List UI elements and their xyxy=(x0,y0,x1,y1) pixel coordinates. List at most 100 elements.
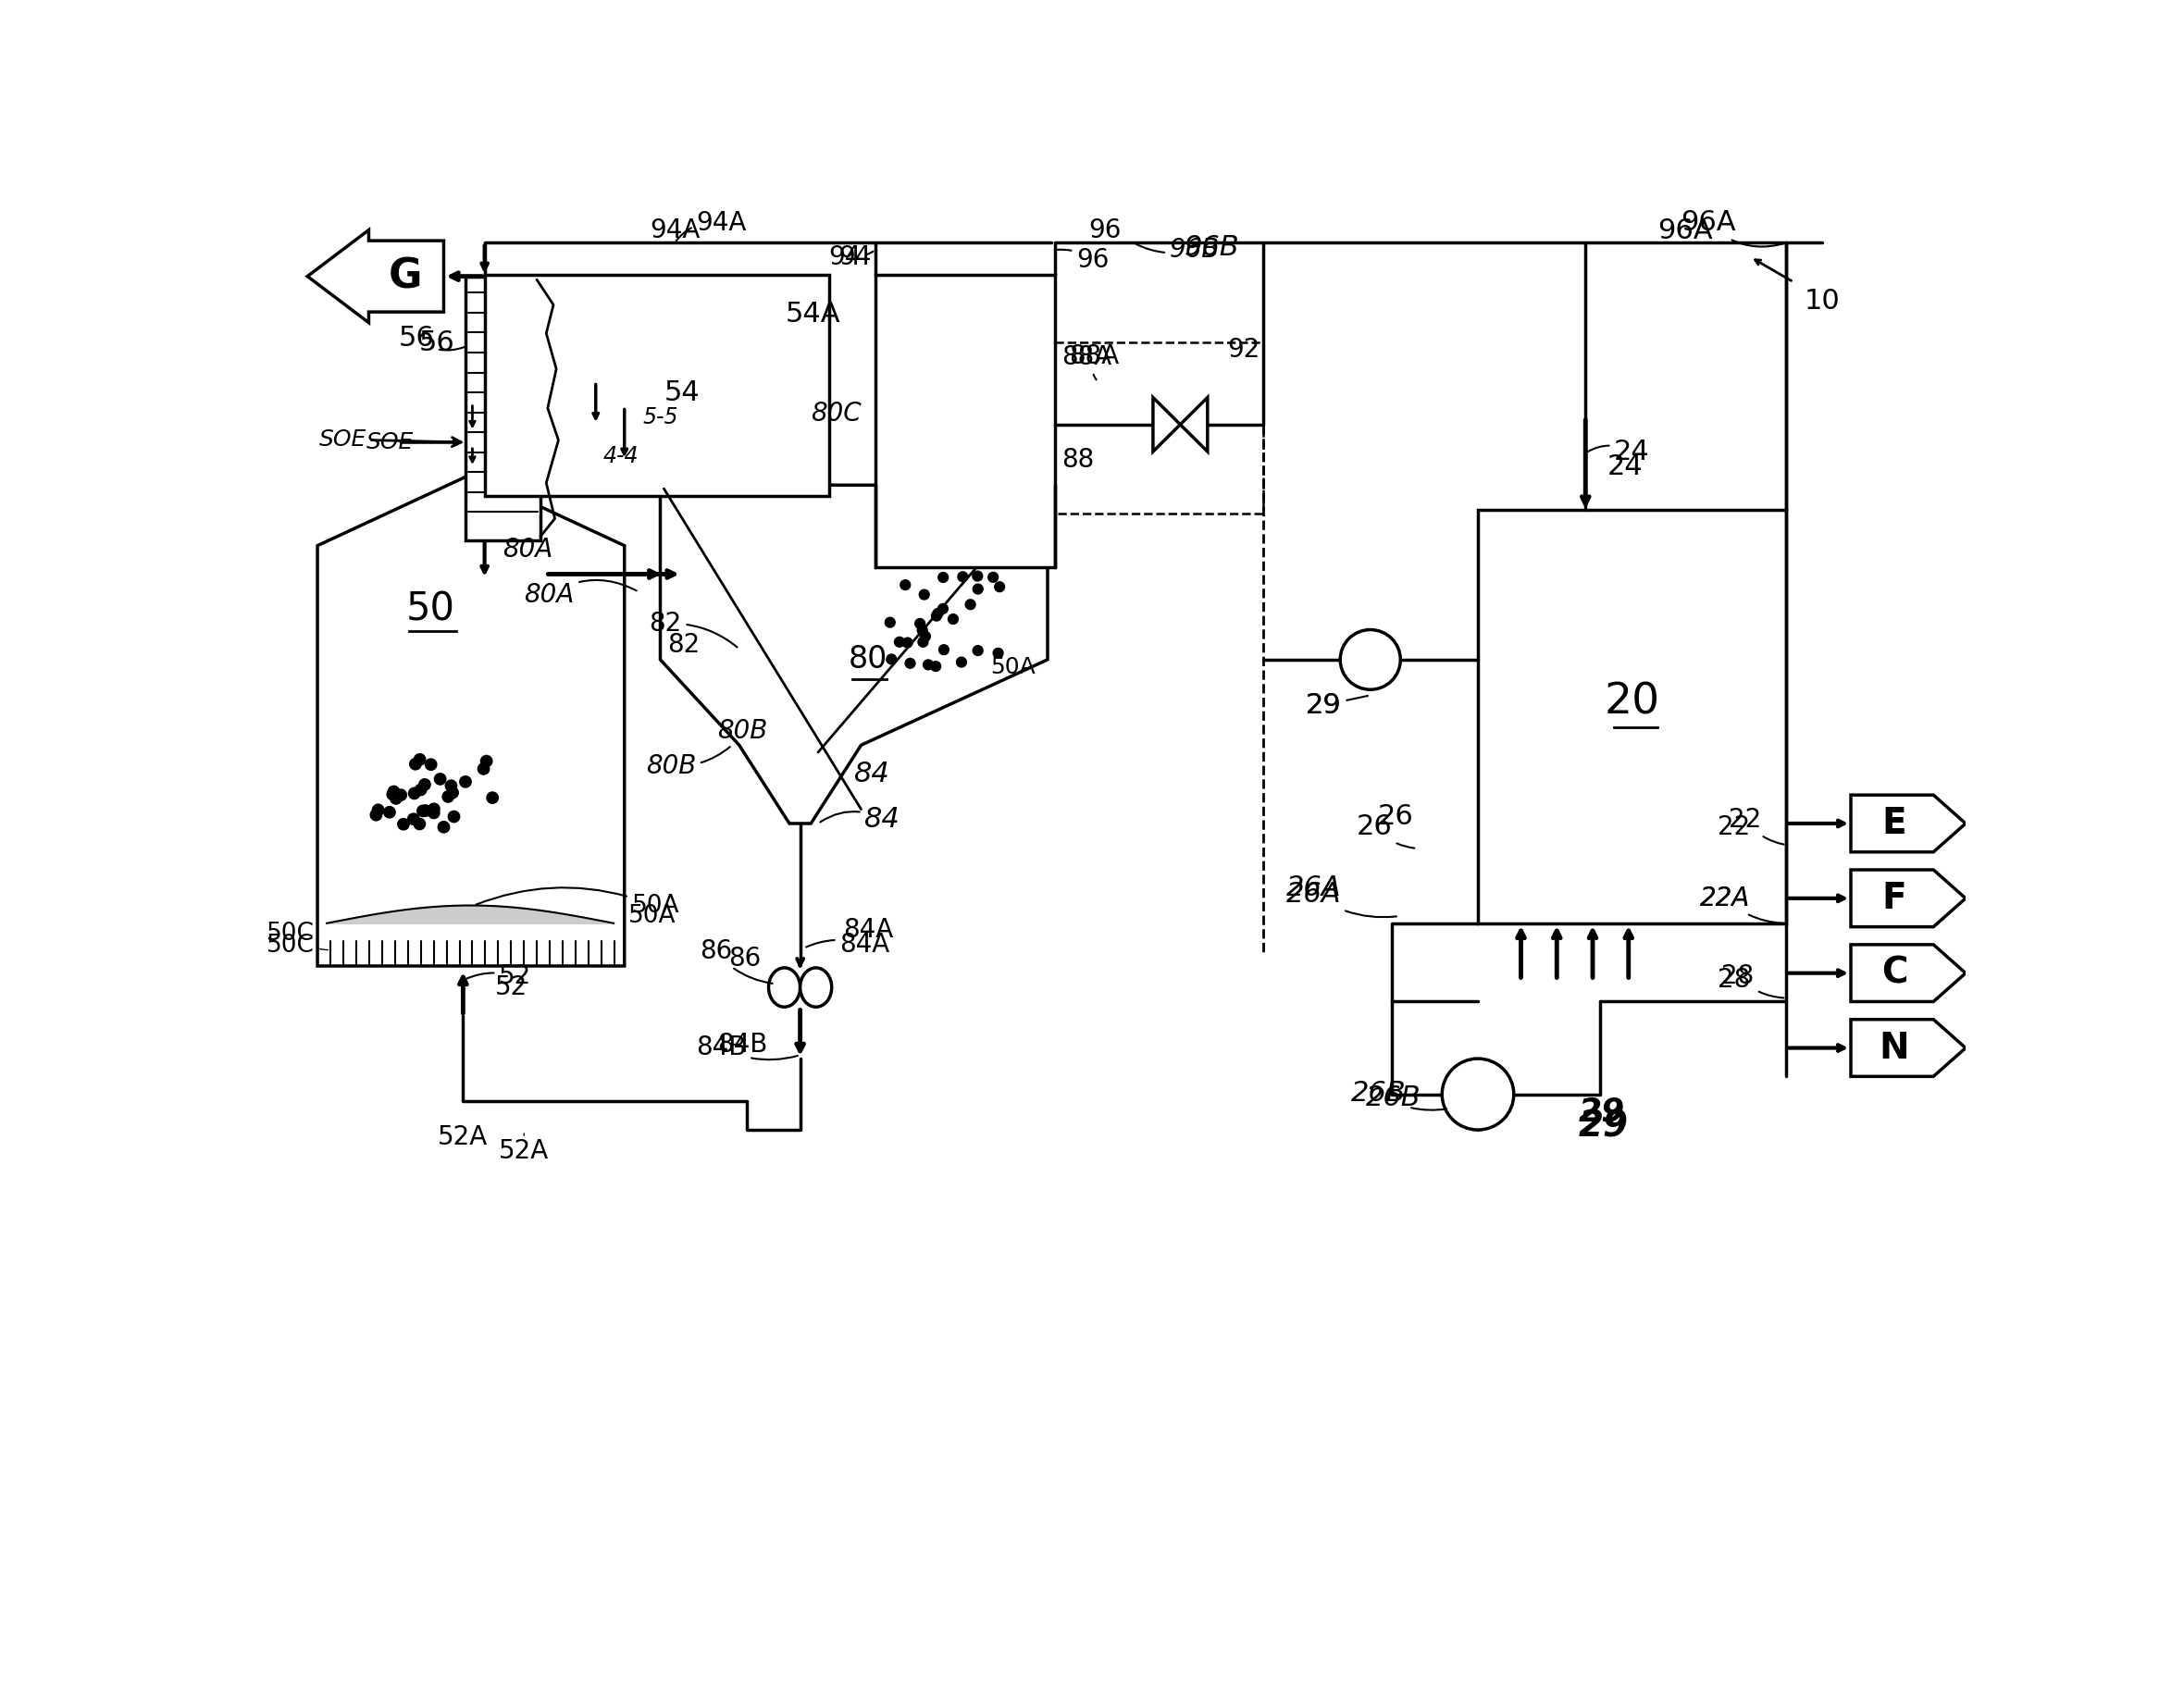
Text: C: C xyxy=(1880,955,1907,991)
Text: 86: 86 xyxy=(699,938,773,984)
Ellipse shape xyxy=(769,967,799,1006)
Circle shape xyxy=(930,662,941,672)
Text: 50C: 50C xyxy=(266,933,328,957)
Text: 56: 56 xyxy=(397,324,465,351)
Text: 88: 88 xyxy=(1061,448,1094,473)
Text: 20: 20 xyxy=(1605,682,1660,723)
Circle shape xyxy=(919,589,928,599)
Text: 50C: 50C xyxy=(266,921,314,945)
Circle shape xyxy=(389,786,400,798)
Circle shape xyxy=(937,604,948,614)
Text: 26A: 26A xyxy=(1286,881,1396,916)
Circle shape xyxy=(919,631,930,641)
Circle shape xyxy=(419,779,430,791)
Circle shape xyxy=(408,787,419,799)
Text: E: E xyxy=(1883,806,1907,842)
Text: 94: 94 xyxy=(828,244,874,270)
Circle shape xyxy=(415,784,426,796)
Text: N: N xyxy=(1880,1030,1909,1066)
Text: 28: 28 xyxy=(1721,964,1784,998)
Text: 4-4: 4-4 xyxy=(603,446,638,468)
Text: 26B: 26B xyxy=(1352,1079,1446,1110)
Polygon shape xyxy=(317,475,625,966)
Circle shape xyxy=(900,580,911,591)
Text: 96A: 96A xyxy=(1682,209,1784,246)
Circle shape xyxy=(902,638,913,648)
Text: 54A: 54A xyxy=(786,300,841,328)
Text: 50A: 50A xyxy=(629,905,675,928)
Text: 50: 50 xyxy=(406,591,454,630)
Text: 80B: 80B xyxy=(646,747,729,779)
Text: 10: 10 xyxy=(1804,288,1841,314)
Circle shape xyxy=(373,804,384,816)
Text: 84B: 84B xyxy=(719,1032,769,1057)
Text: 29: 29 xyxy=(1579,1096,1625,1129)
Circle shape xyxy=(987,572,998,582)
Text: 92: 92 xyxy=(1227,336,1260,363)
Circle shape xyxy=(435,774,446,784)
Circle shape xyxy=(1341,630,1400,689)
Text: 96B: 96B xyxy=(1184,234,1238,261)
Text: 29: 29 xyxy=(1306,692,1341,720)
Circle shape xyxy=(408,813,419,825)
Text: 84: 84 xyxy=(821,806,900,833)
Circle shape xyxy=(478,764,489,774)
Circle shape xyxy=(939,645,948,655)
Circle shape xyxy=(480,755,491,767)
Text: 88A: 88A xyxy=(1070,343,1118,380)
Text: 29: 29 xyxy=(1306,692,1367,718)
Text: 26: 26 xyxy=(1378,803,1413,830)
Bar xyxy=(1479,511,1787,923)
Text: 94A: 94A xyxy=(677,210,747,241)
Circle shape xyxy=(972,572,983,580)
Polygon shape xyxy=(308,231,443,322)
Text: 96: 96 xyxy=(1088,217,1120,244)
Polygon shape xyxy=(1179,397,1208,451)
Text: 50A: 50A xyxy=(989,655,1035,677)
Text: SOE: SOE xyxy=(367,431,413,453)
Text: 24: 24 xyxy=(1588,440,1651,465)
Text: 84B: 84B xyxy=(697,1035,797,1061)
Text: 22: 22 xyxy=(1719,815,1749,840)
Circle shape xyxy=(959,572,968,582)
Text: 94: 94 xyxy=(839,244,871,270)
Circle shape xyxy=(397,818,408,830)
Text: 94A: 94A xyxy=(649,217,699,244)
Bar xyxy=(485,275,830,496)
Circle shape xyxy=(933,609,943,618)
Circle shape xyxy=(426,759,437,770)
Text: 56: 56 xyxy=(419,329,454,356)
Circle shape xyxy=(939,572,948,582)
Text: 82: 82 xyxy=(649,611,738,647)
Text: 84A: 84A xyxy=(806,932,889,957)
Circle shape xyxy=(994,582,1005,592)
Polygon shape xyxy=(660,485,1048,823)
Circle shape xyxy=(391,792,402,804)
Bar xyxy=(1055,343,1262,514)
Text: 52: 52 xyxy=(465,964,531,989)
Text: 96A: 96A xyxy=(1658,217,1712,244)
Circle shape xyxy=(411,759,422,770)
Bar xyxy=(876,275,1055,567)
Circle shape xyxy=(887,655,895,664)
Text: 80A: 80A xyxy=(502,536,553,562)
Circle shape xyxy=(957,657,968,667)
Text: F: F xyxy=(1883,881,1907,916)
Text: 88A: 88A xyxy=(1061,344,1112,370)
Circle shape xyxy=(487,792,498,803)
Circle shape xyxy=(895,636,904,647)
Text: G: G xyxy=(389,256,422,297)
Polygon shape xyxy=(1153,397,1179,451)
Text: 5-5: 5-5 xyxy=(642,406,677,428)
Text: 80: 80 xyxy=(850,645,889,675)
Circle shape xyxy=(924,660,933,670)
Text: 54: 54 xyxy=(664,378,699,406)
Text: 80C: 80C xyxy=(810,400,860,426)
Text: 22A: 22A xyxy=(1699,886,1749,911)
Text: 52A: 52A xyxy=(439,1123,489,1151)
Circle shape xyxy=(371,809,382,821)
Bar xyxy=(465,277,539,540)
Circle shape xyxy=(428,808,439,818)
Circle shape xyxy=(439,821,450,833)
Circle shape xyxy=(917,636,928,647)
